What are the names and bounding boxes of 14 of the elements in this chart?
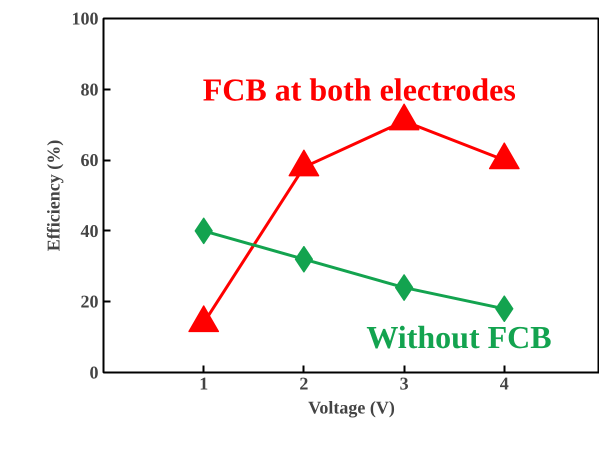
y-tick-label: 60 (80, 150, 98, 170)
x-tick-label: 1 (199, 374, 208, 394)
series-label: FCB at both electrodes (202, 71, 516, 108)
y-tick-label: 40 (80, 220, 98, 241)
x-axis-title: Voltage (V) (308, 398, 395, 418)
x-tick-label: 3 (400, 374, 409, 394)
y-tick-label: 20 (80, 292, 98, 312)
y-tick-label: 0 (90, 362, 98, 382)
series-label: Without FCB (366, 319, 552, 356)
x-tick-label: 4 (500, 374, 509, 394)
x-tick-label: 2 (299, 374, 308, 394)
y-tick-label: 80 (80, 79, 98, 100)
y-axis-title: Efficiency (%) (44, 140, 64, 252)
y-tick-label: 100 (72, 8, 98, 28)
